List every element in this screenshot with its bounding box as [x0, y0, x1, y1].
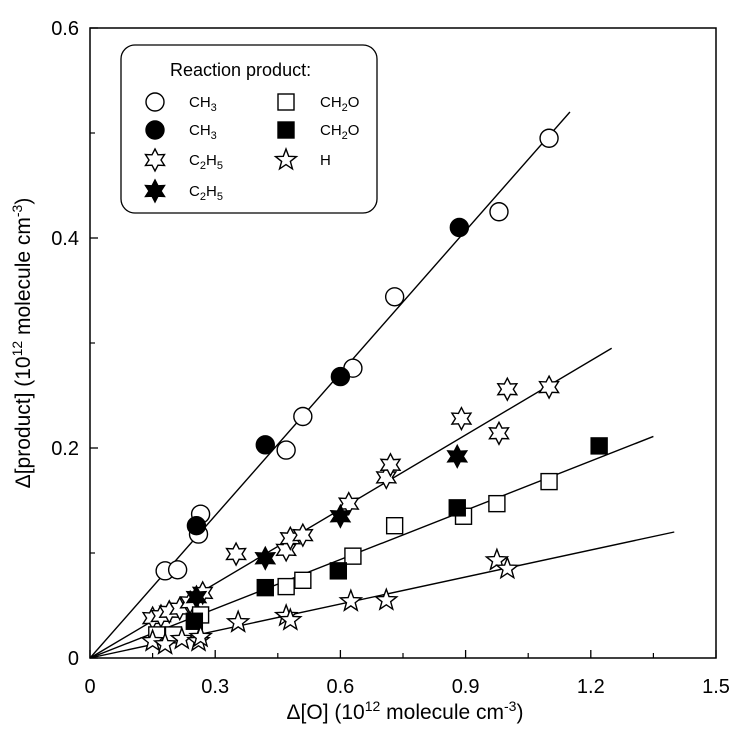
- data-point-square-open: [294, 571, 312, 589]
- x-tick-label: 0.6: [326, 676, 354, 698]
- data-point-circle-filled: [255, 435, 275, 455]
- legend-marker-square-open: [277, 93, 295, 111]
- data-point-star6-filled: [446, 443, 469, 469]
- data-point-star6-filled: [254, 545, 277, 571]
- y-tick-label: 0: [68, 648, 79, 670]
- data-point-star5-open: [169, 626, 195, 650]
- legend-marker-star6-open: [144, 147, 166, 173]
- data-point-star5-open: [152, 631, 178, 655]
- data-point-star6-open: [488, 420, 510, 446]
- legend-marker-star6-filled: [144, 178, 166, 204]
- data-point-square-filled: [185, 612, 204, 630]
- data-point-circle-open: [276, 440, 296, 460]
- legend-label: H: [320, 152, 331, 169]
- data-point-circle-filled: [330, 366, 351, 387]
- data-points: [140, 128, 608, 655]
- legend-label: CH2O: [320, 122, 359, 142]
- data-point-square-open: [277, 577, 295, 596]
- y-tick-label: 0.6: [51, 18, 79, 40]
- y-tick-label: 0.2: [51, 438, 79, 460]
- legend-label: CH3: [189, 94, 217, 114]
- data-point-circle-open: [384, 287, 405, 307]
- data-point-square-open: [540, 472, 558, 491]
- legend-marker-star5-open: [273, 146, 299, 171]
- y-tick-label: 0.4: [51, 228, 79, 250]
- x-tick-label: 0.3: [201, 676, 229, 698]
- data-point-star6-open: [375, 464, 398, 490]
- data-point-star5-open: [373, 587, 399, 611]
- data-point-star6-open: [337, 491, 360, 517]
- data-point-star5-open: [225, 609, 251, 633]
- legend-marker-circle-open: [145, 92, 165, 112]
- data-point-circle-filled: [449, 217, 470, 238]
- data-point-square-open: [344, 547, 362, 565]
- data-point-circle-filled: [186, 516, 207, 536]
- data-point-star6-open: [291, 522, 314, 548]
- x-tick-label: 0.9: [452, 676, 480, 698]
- data-point-star6-open: [538, 374, 560, 400]
- data-point-star6-open: [379, 452, 402, 478]
- data-point-square-filled: [256, 578, 274, 597]
- x-axis-title: Δ[O] (1012 molecule cm-3): [287, 698, 524, 724]
- y-axis-title: Δ[product] (1012 molecule cm-3): [9, 198, 35, 489]
- data-point-star5-open: [338, 588, 364, 612]
- data-point-circle-open: [293, 406, 313, 427]
- x-tick-label: 1.2: [577, 676, 605, 698]
- data-point-square-filled: [329, 562, 348, 580]
- data-point-star5-open: [277, 607, 303, 631]
- data-point-circle-open: [489, 202, 509, 222]
- x-tick-label: 1.5: [702, 676, 730, 698]
- data-point-circle-open: [539, 128, 559, 148]
- data-point-square-filled: [590, 437, 608, 455]
- data-point-square-open: [385, 517, 404, 535]
- legend-label: C2H5: [189, 152, 223, 172]
- legend-marker-square-filled: [277, 121, 295, 139]
- fit-line: [89, 435, 654, 659]
- data-point-circle-open: [167, 560, 188, 580]
- data-point-star6-open: [225, 541, 247, 567]
- data-point-star5-open: [494, 555, 520, 580]
- legend-title: Reaction product:: [170, 60, 311, 80]
- data-point-star6-filled: [329, 503, 352, 529]
- data-point-square-open: [488, 494, 506, 513]
- legend-box: [120, 44, 378, 214]
- legend-label: C2H5: [189, 183, 223, 203]
- data-point-square-filled: [448, 499, 466, 517]
- data-point-star6-open: [450, 406, 473, 432]
- legend: Reaction product: CH3 CH3 C2H5 C2H5 CH2O CH2O…: [120, 44, 378, 214]
- data-point-star5-open: [140, 628, 165, 652]
- axis-ticks: 0 0.3 0.6 0.9 1.2 1.5 0 0.2 0.4 0.6: [51, 18, 730, 698]
- legend-marker-circle-filled: [145, 120, 165, 140]
- legend-label: CH3: [189, 122, 217, 142]
- data-point-star6-open: [496, 376, 519, 402]
- data-point-star6-open: [275, 537, 297, 563]
- data-point-star5-open: [188, 623, 213, 648]
- legend-label: CH2O: [320, 94, 359, 114]
- x-tick-label: 0: [84, 676, 95, 698]
